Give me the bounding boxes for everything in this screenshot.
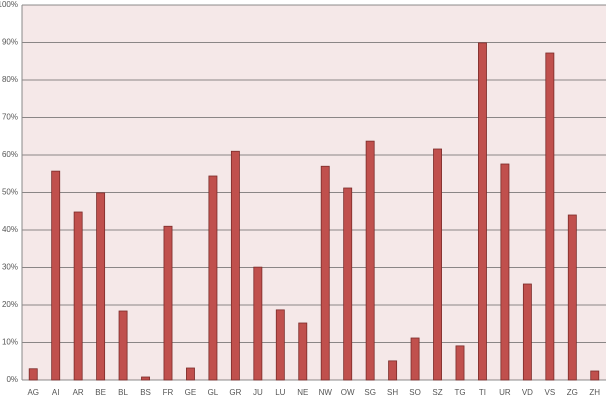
bar (298, 322, 308, 381)
bar (141, 376, 150, 381)
x-tick-label: GL (208, 388, 219, 397)
x-tick-label: TI (479, 388, 486, 397)
bar (320, 165, 330, 381)
y-tick-label: 60% (2, 150, 18, 159)
y-tick-label: 90% (2, 38, 18, 47)
bar (186, 367, 195, 381)
y-tick-label: 20% (2, 300, 18, 309)
bar (410, 337, 420, 381)
x-tick-label: JU (253, 388, 263, 397)
bar (230, 150, 240, 381)
x-tick-label: NE (297, 388, 308, 397)
bar (275, 309, 285, 381)
y-tick-label: 0% (6, 375, 18, 384)
x-tick-label: VD (522, 388, 533, 397)
y-tick-label: 100% (0, 0, 18, 9)
x-tick-label: NW (319, 388, 333, 397)
bar (545, 52, 555, 381)
bar (28, 368, 38, 381)
bar (163, 225, 173, 381)
x-tick-label: ZG (567, 388, 578, 397)
x-tick-label: ZH (589, 388, 600, 397)
x-tick-label: SH (387, 388, 398, 397)
bar (343, 187, 353, 381)
x-tick-label: AR (73, 388, 84, 397)
bar (96, 192, 106, 381)
x-tick-label: BS (140, 388, 151, 397)
bar (522, 283, 532, 381)
bar (73, 211, 83, 381)
bar (590, 370, 600, 381)
bar (253, 266, 263, 381)
y-tick-label: 40% (2, 225, 18, 234)
x-tick-label: SZ (432, 388, 442, 397)
bar (500, 163, 510, 381)
x-tick-label: GR (229, 388, 241, 397)
bar (51, 170, 61, 381)
x-tick-label: BL (118, 388, 128, 397)
x-tick-label: SG (364, 388, 376, 397)
x-tick-label: AI (52, 388, 60, 397)
y-tick-label: 80% (2, 75, 18, 84)
y-tick-label: 70% (2, 113, 18, 122)
x-tick-label: OW (341, 388, 355, 397)
bar (388, 360, 398, 381)
x-tick-label: BE (95, 388, 106, 397)
bar (478, 42, 487, 381)
x-tick-label: UR (499, 388, 511, 397)
bar (455, 345, 465, 381)
x-tick-label: VS (545, 388, 556, 397)
bar (365, 140, 375, 381)
bar (433, 148, 442, 381)
y-tick-label: 10% (2, 338, 18, 347)
y-tick-label: 50% (2, 188, 18, 197)
x-tick-label: FR (163, 388, 174, 397)
x-tick-label: AG (27, 388, 39, 397)
bar (567, 214, 577, 381)
y-tick-label: 30% (2, 263, 18, 272)
x-tick-label: SO (409, 388, 421, 397)
x-tick-label: TG (454, 388, 465, 397)
x-tick-label: LU (275, 388, 285, 397)
x-tick-label: GE (185, 388, 197, 397)
bar (208, 175, 218, 381)
bar (118, 310, 128, 381)
